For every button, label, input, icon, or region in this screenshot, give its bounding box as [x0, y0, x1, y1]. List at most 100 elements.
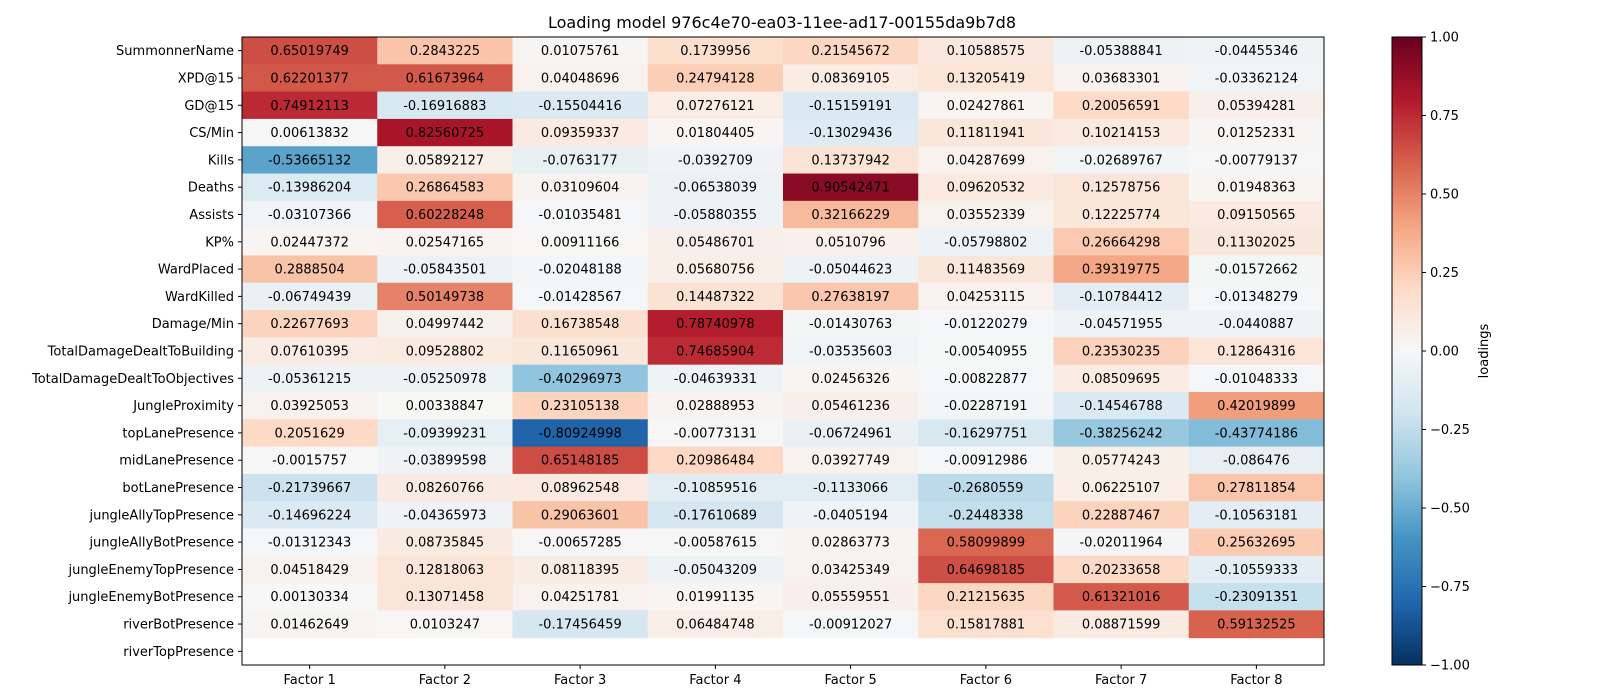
heatmap-cell — [377, 610, 513, 639]
heatmap-cell — [1188, 64, 1325, 93]
heatmap-cell — [512, 555, 649, 584]
heatmap-cell — [377, 528, 513, 557]
colorbar-tick-label: 0.75 — [1430, 109, 1459, 124]
heatmap-cell — [783, 91, 919, 120]
cell-value-label: 0.01804405 — [676, 126, 755, 141]
heatmap-cell — [783, 118, 919, 147]
heatmap-cell — [512, 446, 649, 475]
cell-value-label: 0.08735845 — [406, 536, 485, 551]
cell-value-label: -0.38256242 — [1079, 426, 1162, 441]
cell-value-label: 0.09620532 — [947, 181, 1026, 196]
cell-value-label: 0.2051629 — [274, 426, 344, 441]
cell-value-label: 0.12818063 — [406, 563, 485, 578]
x-tick-label: Factor 8 — [1230, 673, 1282, 688]
heatmap-cell — [783, 64, 919, 93]
heatmap-cell — [1188, 91, 1325, 120]
heatmap-cell — [242, 173, 378, 202]
heatmap-cell — [783, 419, 919, 448]
heatmap-cell — [242, 364, 378, 393]
cell-value-label: 0.02888953 — [676, 399, 755, 414]
y-tick-label: jungleEnemyTopPresence — [67, 563, 234, 578]
cell-value-label: 0.05461236 — [811, 399, 890, 414]
cell-value-label: 0.04287699 — [947, 153, 1026, 168]
heatmap-cell — [1188, 501, 1325, 529]
cell-value-label: 0.10214153 — [1082, 126, 1161, 141]
heatmap-cell — [512, 583, 649, 611]
cell-value-label: 0.20233658 — [1082, 563, 1161, 578]
colorbar-tick-label: −0.50 — [1430, 502, 1470, 517]
cell-value-label: 0.04251781 — [541, 590, 620, 605]
cell-value-label: -0.03107366 — [268, 208, 351, 223]
heatmap-cell — [377, 91, 513, 120]
cell-value-label: 0.04048696 — [541, 71, 620, 86]
heatmap-cell — [1053, 501, 1190, 529]
cell-value-label: -0.00912986 — [944, 454, 1027, 469]
cell-value-label: 0.05680756 — [676, 263, 755, 278]
heatmap-cell — [1053, 419, 1190, 448]
cell-value-label: -0.00587615 — [674, 536, 757, 551]
y-tick-label: TotalDamageDealtToObjectives — [31, 372, 234, 387]
heatmap-cell — [512, 200, 649, 229]
heatmap-cell — [783, 37, 919, 65]
cell-value-label: 0.01252331 — [1217, 126, 1296, 141]
cell-value-label: -0.02689767 — [1079, 153, 1162, 168]
cell-value-label: 0.90542471 — [811, 181, 890, 196]
heatmap-cell — [1188, 555, 1325, 584]
heatmap-cell — [512, 610, 649, 639]
colorbar-tick-label: −0.75 — [1430, 580, 1470, 595]
heatmap-cell — [783, 446, 919, 475]
heatmap-cell — [647, 473, 784, 502]
cell-value-label: -0.04639331 — [674, 372, 757, 387]
y-tick-label: CS/Min — [189, 126, 234, 141]
heatmap-cell — [377, 310, 513, 338]
cell-value-label: -0.04571955 — [1079, 317, 1162, 332]
cell-value-label: 0.04518429 — [270, 563, 349, 578]
cell-value-label: 0.08962548 — [541, 481, 620, 496]
cell-value-label: -0.01048333 — [1215, 372, 1298, 387]
cell-value-label: -0.0015757 — [272, 454, 347, 469]
heatmap-cell — [242, 555, 378, 584]
cell-value-label: 0.02547165 — [406, 235, 485, 250]
cell-value-label: 0.14487322 — [676, 290, 755, 305]
cell-value-label: 0.03927749 — [811, 454, 890, 469]
heatmap-cell — [1053, 228, 1190, 256]
heatmap-cell — [918, 473, 1054, 502]
heatmap-cell — [783, 528, 919, 557]
heatmap-cell — [918, 37, 1054, 65]
cell-value-label: -0.10859516 — [674, 481, 757, 496]
heatmap-cell — [783, 473, 919, 502]
colorbar-tick-label: −0.25 — [1430, 423, 1470, 438]
cell-value-label: 0.61321016 — [1082, 590, 1161, 605]
heatmap-cell — [512, 91, 649, 120]
cell-value-label: 0.58099899 — [947, 536, 1026, 551]
cell-value-label: 0.27638197 — [811, 290, 890, 305]
cell-value-label: -0.23091351 — [1215, 590, 1298, 605]
heatmap-cell — [783, 337, 919, 366]
x-tick-label: Factor 4 — [689, 673, 741, 688]
cell-value-label: 0.08118395 — [541, 563, 620, 578]
heatmap-cell — [647, 146, 784, 175]
heatmap-cell — [377, 391, 513, 420]
cell-value-label: -0.43774186 — [1215, 426, 1298, 441]
x-tick-label: Factor 1 — [284, 673, 336, 688]
cell-value-label: 0.25632695 — [1217, 536, 1296, 551]
heatmap-cell — [918, 528, 1054, 557]
cell-value-label: 0.08369105 — [811, 71, 890, 86]
heatmap-cell — [242, 528, 378, 557]
cell-value-label: -0.2448338 — [948, 508, 1023, 523]
cell-value-label: 0.26864583 — [406, 181, 485, 196]
cell-value-label: 0.65148185 — [541, 454, 620, 469]
x-tick-label: Factor 5 — [825, 673, 877, 688]
heatmap-cell — [647, 583, 784, 611]
heatmap-cell — [1053, 310, 1190, 338]
cell-value-label: -0.00912027 — [809, 618, 892, 633]
heatmap-cell — [377, 118, 513, 147]
heatmap-cell — [512, 528, 649, 557]
heatmap-cell — [647, 555, 784, 584]
cell-value-label: 0.10588575 — [947, 44, 1026, 59]
heatmap-cell — [1188, 391, 1325, 420]
cell-value-label: 0.05559551 — [811, 590, 890, 605]
heatmap-cell — [783, 282, 919, 311]
cell-value-label: 0.42019899 — [1217, 399, 1296, 414]
heatmap-cell — [377, 64, 513, 93]
